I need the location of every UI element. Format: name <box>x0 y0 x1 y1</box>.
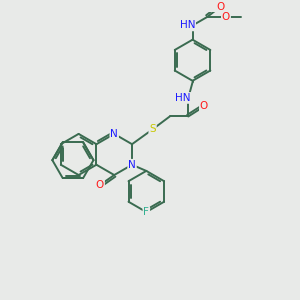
Text: O: O <box>96 180 104 190</box>
Text: S: S <box>149 124 156 134</box>
Text: N: N <box>110 129 118 139</box>
Text: HN: HN <box>180 20 195 30</box>
Text: O: O <box>200 101 208 112</box>
Text: N: N <box>128 160 136 170</box>
Text: O: O <box>222 12 230 22</box>
Text: HN: HN <box>176 93 191 103</box>
Text: F: F <box>143 207 149 217</box>
Text: O: O <box>216 2 224 12</box>
